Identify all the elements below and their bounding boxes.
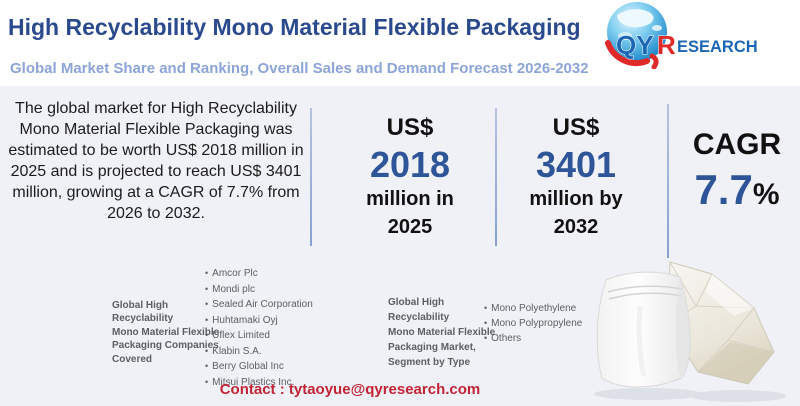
segment-name: Others [491,333,522,344]
stat-value: 2018 [369,144,451,185]
globe-continent-shape [617,9,654,28]
page-title: High Recyclability Mono Material Flexibl… [8,14,581,40]
companies-list: • Amcor Plc • Mondi plc • Sealed Air Corporat… [205,266,313,390]
segment-name: Mono Polyethylene [491,303,577,314]
company-name: Mondi plc [212,283,255,295]
logo-text-r: R [657,30,676,60]
logo-text-esearch: ESEARCH [677,38,758,56]
logo-text-qy: QY [616,30,654,60]
company-list-item: • Uflex Limited [205,328,313,344]
stat-caption: million in 2025 [366,188,454,238]
bullet-icon: • [205,376,209,387]
company-list-item: • Mondi plc [205,282,313,298]
stat-currency: US$ [552,114,600,141]
cagr-unit: % [752,178,780,211]
bullet-icon: • [484,303,488,313]
segment-name: Mono Polypropylene [491,318,583,329]
companies-covered-label: Global High Recyclability Mono Material … [112,300,220,365]
packaging-pouches-image [578,244,800,406]
company-name: Amcor Plc [212,268,258,279]
bullet-icon: • [205,345,209,356]
company-name: Sealed Air Corporation [212,299,313,310]
bullet-icon: • [205,361,209,371]
company-name: Klabin S.A. [212,345,262,357]
stat-cagr: CAGR 7.7% [676,126,798,216]
bullet-icon: • [205,314,209,325]
contact-email-link[interactable]: Contact : tytaoyue@qyresearch.com [219,381,481,398]
logo-red-swoosh-icon [605,40,650,66]
market-summary-text: The global market for High Recyclability… [8,100,304,222]
company-list-item: • Klabin S.A. [205,344,313,360]
bullet-icon: • [205,299,209,309]
bullet-icon: • [205,283,209,294]
divider-line [310,108,312,246]
bullet-icon: • [205,330,209,340]
globe-island-shape [652,25,662,31]
logo-red-comma-icon [649,53,659,70]
stat-value: 3401 [535,144,617,185]
company-name: Mitsui Plastics Inc. [212,376,295,388]
standup-pouch-shape [596,271,691,388]
cagr-value: 7.7 [694,166,753,213]
company-name: Berry Global Inc [212,361,284,372]
crumpled-bag-shape [667,261,775,385]
stat-currency: US$ [386,114,434,141]
bullet-icon: • [205,268,209,278]
company-list-item: • Huhtamaki Oyj [205,313,313,329]
pouch-shadow [594,388,702,400]
stat-caption: million by 2032 [529,188,623,238]
cagr-label: CAGR [692,128,782,161]
company-name: Uflex Limited [212,330,270,341]
stat-market-2032: US$ 3401 million by 2032 [500,111,652,241]
segment-list-item: • Mono Polyethylene [484,301,582,316]
company-list-item: • Amcor Plc [205,266,313,282]
globe-island-shape [618,32,632,40]
qyresearch-logo: QY R ESEARCH [575,1,785,70]
page-subtitle: Global Market Share and Ranking, Overall… [10,60,589,77]
company-name: Huhtamaki Oyj [212,314,278,326]
company-list-item: • Mitsui Plastics Inc. [205,375,313,391]
pouch-shadow [690,390,786,402]
segment-list-item: • Mono Polypropylene [484,316,582,331]
divider-line [495,108,497,246]
pouches-svg [594,261,786,402]
bullet-icon: • [484,333,488,343]
company-list-item: • Sealed Air Corporation [205,297,313,313]
segment-list-item: • Others [484,331,582,346]
qyresearch-logo-svg: QY R ESEARCH [605,2,758,70]
segment-type-list: • Mono Polyethylene • Mono Polypropylene • Ot… [484,301,582,346]
bullet-icon: • [484,318,488,328]
company-list-item: • Berry Global Inc [205,359,313,375]
stat-market-2025: US$ 2018 million in 2025 [330,111,490,241]
divider-line [667,104,669,258]
segment-by-type-label: Global High Recyclability Mono Material … [388,297,496,368]
